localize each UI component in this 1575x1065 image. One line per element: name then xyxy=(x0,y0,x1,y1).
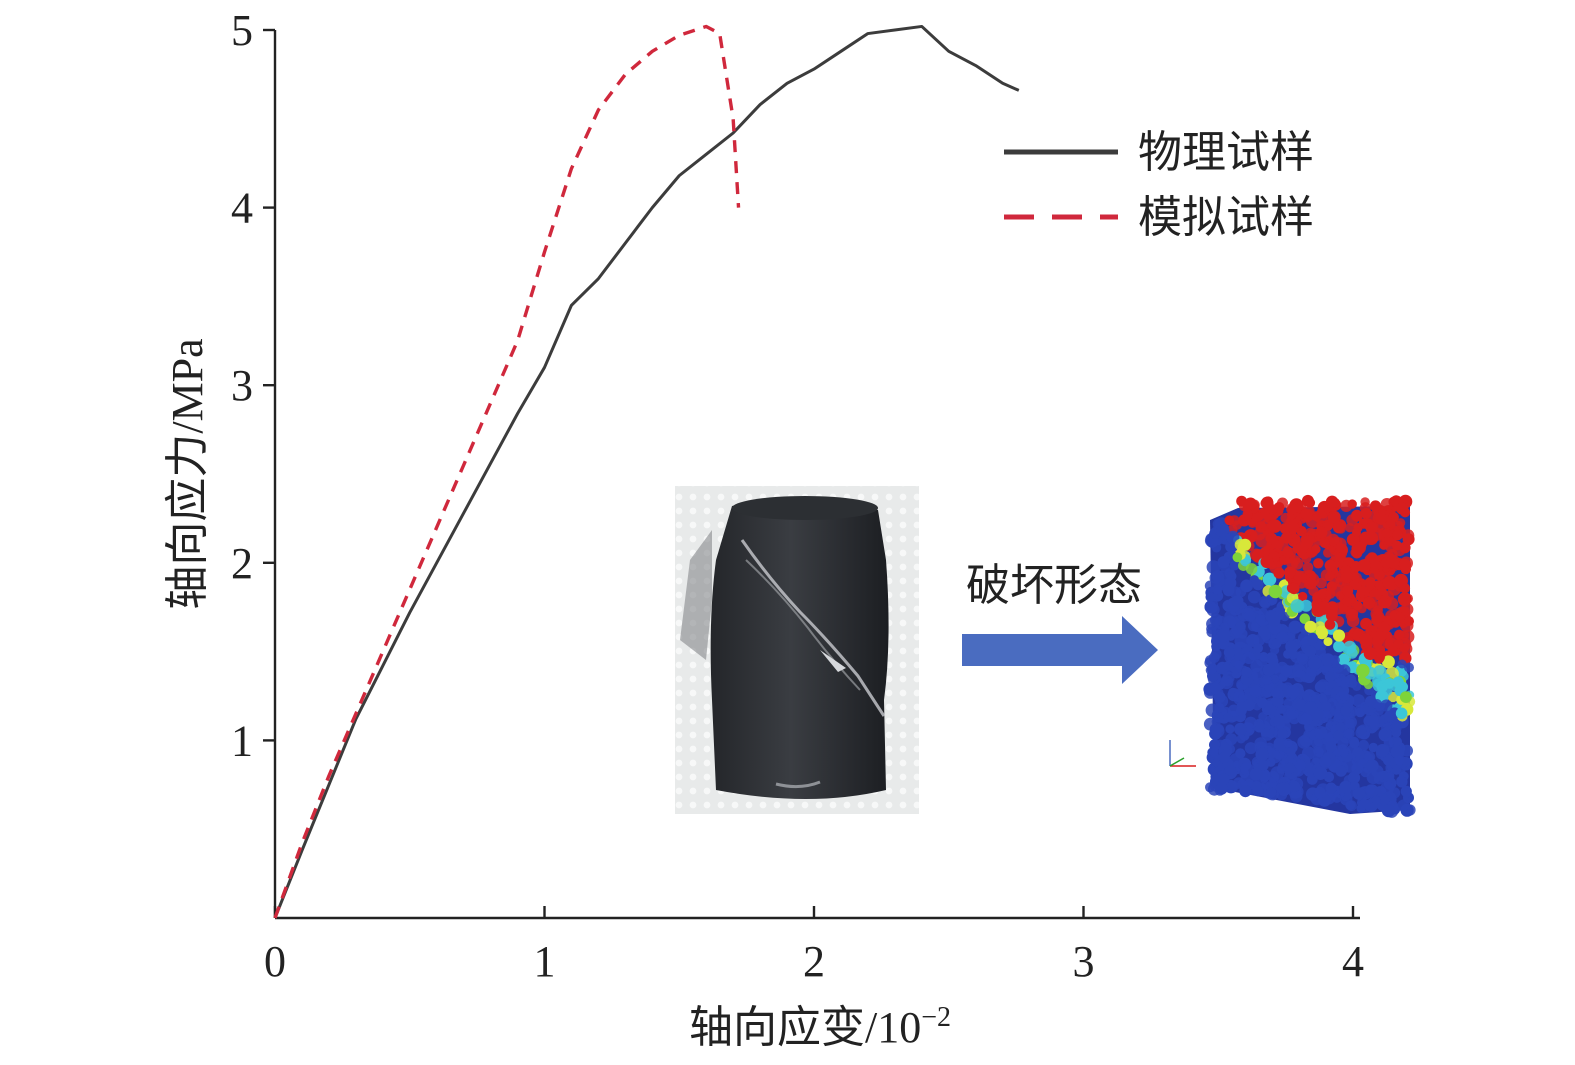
legend-label-physical: 物理试样 xyxy=(1138,128,1314,177)
y-tick-label: 4 xyxy=(231,184,253,233)
x-tick-label: 0 xyxy=(264,937,286,986)
simulated-specimen-render xyxy=(1169,494,1416,818)
legend: 物理试样 模拟试样 xyxy=(1004,128,1314,242)
x-tick-label: 2 xyxy=(803,937,825,986)
x-axis-title: 轴向应变/10−2 xyxy=(689,1002,951,1052)
failure-mode-label: 破坏形态 xyxy=(966,561,1142,610)
x-ticks: 0 1 2 3 4 xyxy=(264,906,1364,986)
axes xyxy=(273,30,1360,920)
series-line-simulated xyxy=(273,24,741,919)
physical-specimen-photo xyxy=(675,486,919,814)
x-tick-label: 4 xyxy=(1342,937,1364,986)
failure-arrow: 破坏形态 xyxy=(962,561,1158,684)
axis-triad-icon xyxy=(1169,740,1196,767)
y-tick-label: 3 xyxy=(231,361,253,410)
y-ticks: 1 2 3 4 5 xyxy=(231,6,275,765)
x-tick-label: 3 xyxy=(1073,937,1095,986)
y-axis-title: 轴向应力/MPa xyxy=(163,338,212,609)
legend-label-simulated: 模拟试样 xyxy=(1138,193,1314,242)
series-layer xyxy=(273,24,1020,919)
arrow-right-icon xyxy=(962,616,1158,684)
y-tick-label: 2 xyxy=(231,539,253,588)
x-tick-label: 1 xyxy=(534,937,556,986)
series-line-physical xyxy=(273,24,1020,919)
y-tick-label: 1 xyxy=(231,716,253,765)
y-tick-label: 5 xyxy=(231,6,253,55)
x-axis-title-exponent: −2 xyxy=(921,1002,951,1033)
